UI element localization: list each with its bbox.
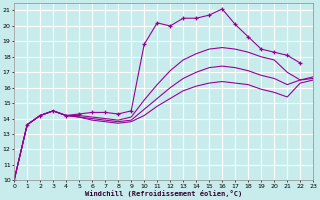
X-axis label: Windchill (Refroidissement éolien,°C): Windchill (Refroidissement éolien,°C) (85, 190, 242, 197)
